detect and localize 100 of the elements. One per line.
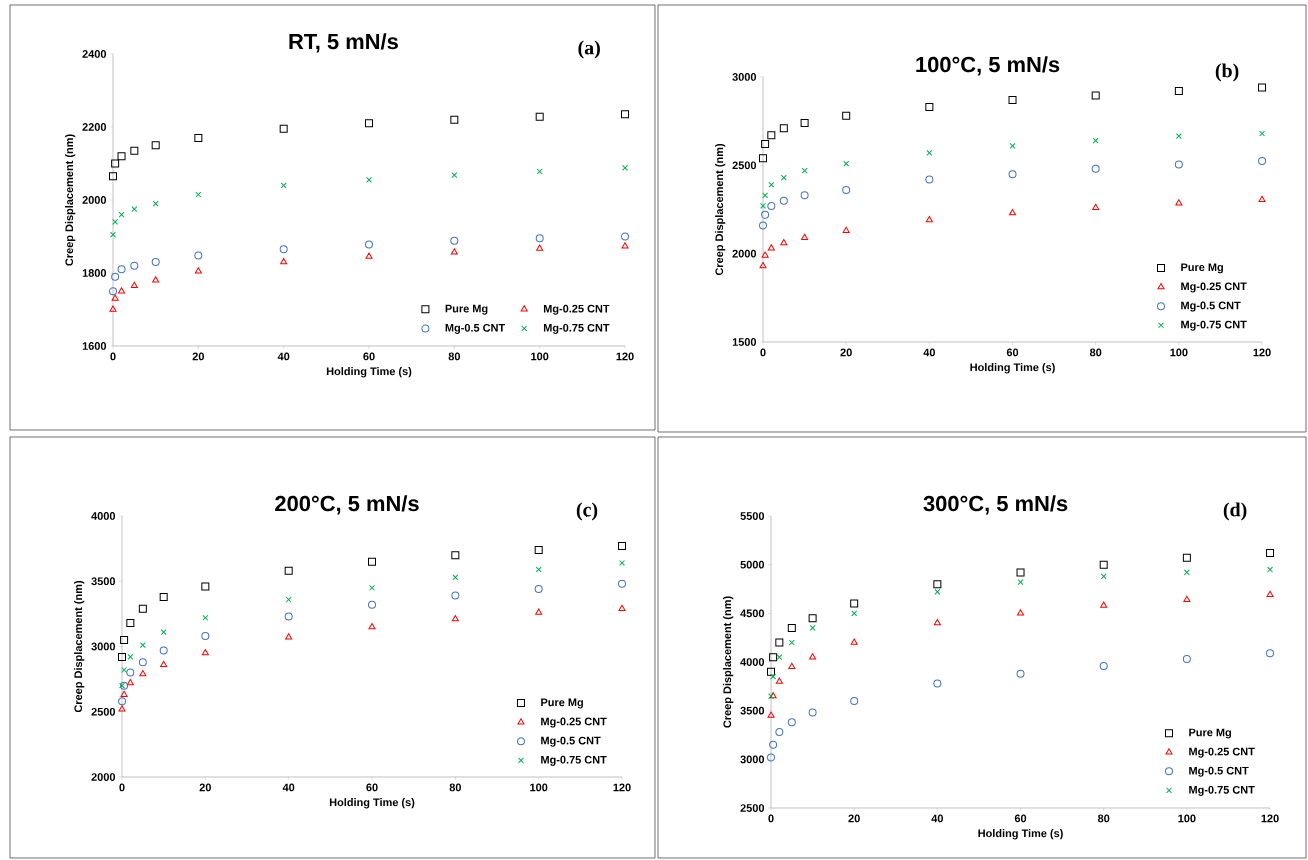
legend-label: Mg-0.5 CNT <box>1181 301 1241 312</box>
y-tick-label: 2500 <box>732 161 757 170</box>
point <box>775 638 784 647</box>
point <box>1266 548 1275 557</box>
x-axis-title: Holding Time (s) <box>978 829 1063 840</box>
point <box>127 653 134 660</box>
y-tick-label: 3000 <box>740 755 765 764</box>
point <box>775 728 784 737</box>
point <box>139 642 146 649</box>
point <box>535 112 544 121</box>
x-tick-label: 120 <box>613 783 631 792</box>
point <box>759 262 767 269</box>
legend-label: Mg-0.75 CNT <box>1181 320 1247 331</box>
point <box>1099 560 1108 569</box>
annotation: (b) <box>1215 63 1239 82</box>
point <box>1017 579 1024 586</box>
y-tick-label: 4500 <box>740 609 765 618</box>
point <box>451 591 460 600</box>
point <box>368 557 377 566</box>
x-axis-title: Holding Time (s) <box>326 367 412 378</box>
point <box>1259 130 1266 137</box>
annotation: (c) <box>576 502 598 521</box>
y-axis-title: Creep Displacement (nm) <box>715 143 726 276</box>
x-tick-label: 20 <box>840 348 852 357</box>
legend-label: Mg-0.75 CNT <box>543 323 610 334</box>
point <box>925 103 934 112</box>
point <box>767 711 775 718</box>
point <box>1100 573 1107 580</box>
point <box>933 619 941 626</box>
point <box>1016 568 1025 577</box>
point <box>770 673 777 680</box>
y-axis-title: Creep Displacement (nm) <box>65 134 76 266</box>
point <box>284 612 293 621</box>
legend-label: Mg-0.25 CNT <box>541 717 607 728</box>
y-tick-label: 2500 <box>91 707 116 716</box>
point <box>201 649 209 656</box>
x-tick-label: 100 <box>530 783 548 792</box>
point <box>160 629 167 636</box>
y-tick-label: 1800 <box>82 269 107 277</box>
point <box>1266 590 1274 598</box>
point <box>535 234 544 243</box>
point <box>809 653 817 660</box>
point <box>775 677 783 684</box>
point <box>1016 609 1025 616</box>
point <box>618 604 626 611</box>
point <box>535 566 542 573</box>
point <box>450 248 458 255</box>
x-axis-title: Holding Time (s) <box>970 363 1055 374</box>
y-tick-label: 3500 <box>740 706 765 715</box>
point <box>1008 209 1017 216</box>
point <box>787 718 796 727</box>
y-tick-label: 1500 <box>732 338 757 346</box>
point <box>787 623 796 632</box>
point <box>759 221 768 230</box>
point <box>1182 553 1191 562</box>
point <box>119 682 125 689</box>
point <box>280 258 288 265</box>
point <box>1175 133 1182 140</box>
x-tick-label: 80 <box>1089 348 1102 357</box>
y-tick-label: 2200 <box>82 123 107 131</box>
point <box>801 233 809 240</box>
point <box>808 614 817 623</box>
legend-label: Pure Mg <box>445 304 488 315</box>
point <box>284 566 293 575</box>
y-axis-title: Creep Displacement (nm) <box>723 596 734 728</box>
point <box>111 272 120 281</box>
legend-label: Mg-0.25 CNT <box>543 304 610 315</box>
point <box>536 244 544 251</box>
point <box>120 681 129 690</box>
point <box>1008 170 1017 179</box>
y-tick-label: 2400 <box>82 50 107 58</box>
point <box>139 669 147 677</box>
point <box>1016 669 1025 678</box>
point <box>138 658 147 667</box>
x-tick-label: 60 <box>366 783 378 792</box>
point <box>121 667 128 673</box>
point <box>451 551 460 560</box>
point <box>202 614 209 621</box>
y-tick-label: 1600 <box>82 342 107 350</box>
point <box>800 191 809 200</box>
y-tick-label: 4000 <box>740 658 765 666</box>
chart-title: 100°C, 5 mN/s <box>916 56 1060 76</box>
point <box>621 232 630 241</box>
annotation: (a) <box>578 40 600 59</box>
x-axis-title: Holding Time (s) <box>329 798 415 809</box>
point <box>118 287 126 294</box>
point <box>1091 91 1100 100</box>
x-tick-label: 100 <box>1178 814 1196 823</box>
point <box>761 140 770 149</box>
point <box>779 124 788 133</box>
point <box>925 216 933 223</box>
point <box>780 174 787 181</box>
legend-label: Mg-0.5 CNT <box>541 736 601 747</box>
point <box>842 226 850 233</box>
point <box>767 131 776 140</box>
legend-label: Mg-0.5 CNT <box>1189 766 1249 777</box>
point <box>130 146 139 155</box>
point <box>152 276 160 283</box>
point <box>368 622 376 630</box>
point <box>151 141 160 150</box>
